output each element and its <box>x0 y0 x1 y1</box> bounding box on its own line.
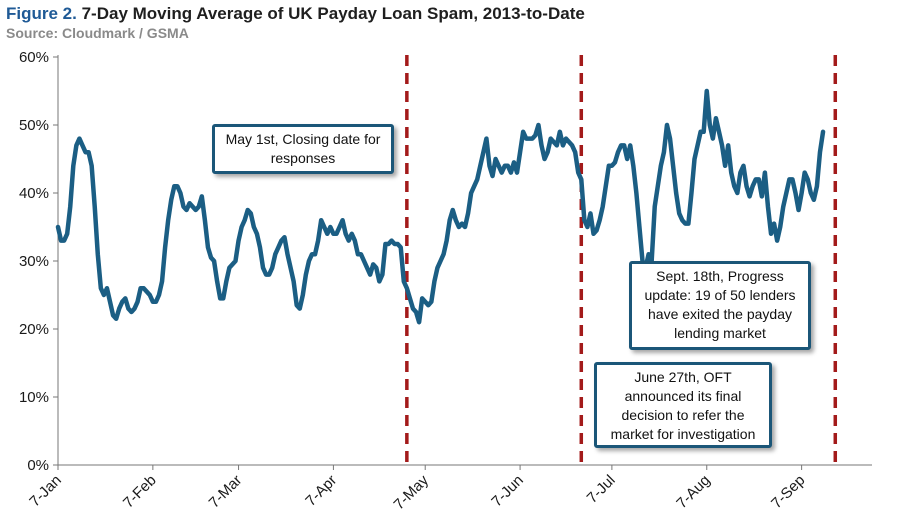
y-tick-label: 60% <box>19 49 49 66</box>
x-tick-label: 7-Sep <box>768 472 808 512</box>
x-tick-label: 7-Jul <box>584 472 619 507</box>
y-tick-label: 10% <box>19 389 49 406</box>
y-tick-label: 30% <box>19 253 49 270</box>
chart-title: Figure 2. 7-Day Moving Average of UK Pay… <box>6 4 585 24</box>
note-june-27th: June 27th, OFT announced its final decis… <box>594 362 772 448</box>
x-tick-label: 7-Jan <box>26 472 65 511</box>
note-line: Sept. 18th, Progress <box>656 268 784 284</box>
note-line: lending market <box>674 325 766 341</box>
y-tick-label: 40% <box>19 185 49 202</box>
title-block: Figure 2. 7-Day Moving Average of UK Pay… <box>6 4 585 41</box>
figure-number: Figure 2. <box>6 4 77 23</box>
note-line: June 27th, OFT <box>634 369 732 385</box>
y-tick-label: 0% <box>27 457 49 474</box>
x-tick-label: 7-Feb <box>120 472 160 512</box>
note-line: market for investigation <box>610 426 756 442</box>
note-line: announced its final <box>624 388 742 404</box>
chart-source: Source: Cloudmark / GSMA <box>6 25 189 41</box>
x-tick-label: 7-May <box>391 471 433 513</box>
chart-title-text: 7-Day Moving Average of UK Payday Loan S… <box>81 4 585 23</box>
note-line: May 1st, Closing date for <box>225 131 381 147</box>
y-tick-label: 20% <box>19 321 49 338</box>
x-tick-label: 7-Mar <box>206 472 246 512</box>
note-line: responses <box>270 150 336 166</box>
note-sept-18th: Sept. 18th, Progress update: 19 of 50 le… <box>629 261 811 350</box>
note-line: have exited the payday <box>648 306 792 322</box>
series-line <box>55 88 826 325</box>
x-tick-label: 7-Aug <box>673 472 713 512</box>
x-tick-label: 7-Jun <box>488 472 527 511</box>
note-line: update: 19 of 50 lenders <box>644 287 796 303</box>
note-line: decision to refer the <box>621 407 745 423</box>
note-may-1st: May 1st, Closing date for responses <box>212 124 394 174</box>
y-tick-label: 50% <box>19 117 49 134</box>
x-tick-label: 7-Apr <box>302 472 340 510</box>
